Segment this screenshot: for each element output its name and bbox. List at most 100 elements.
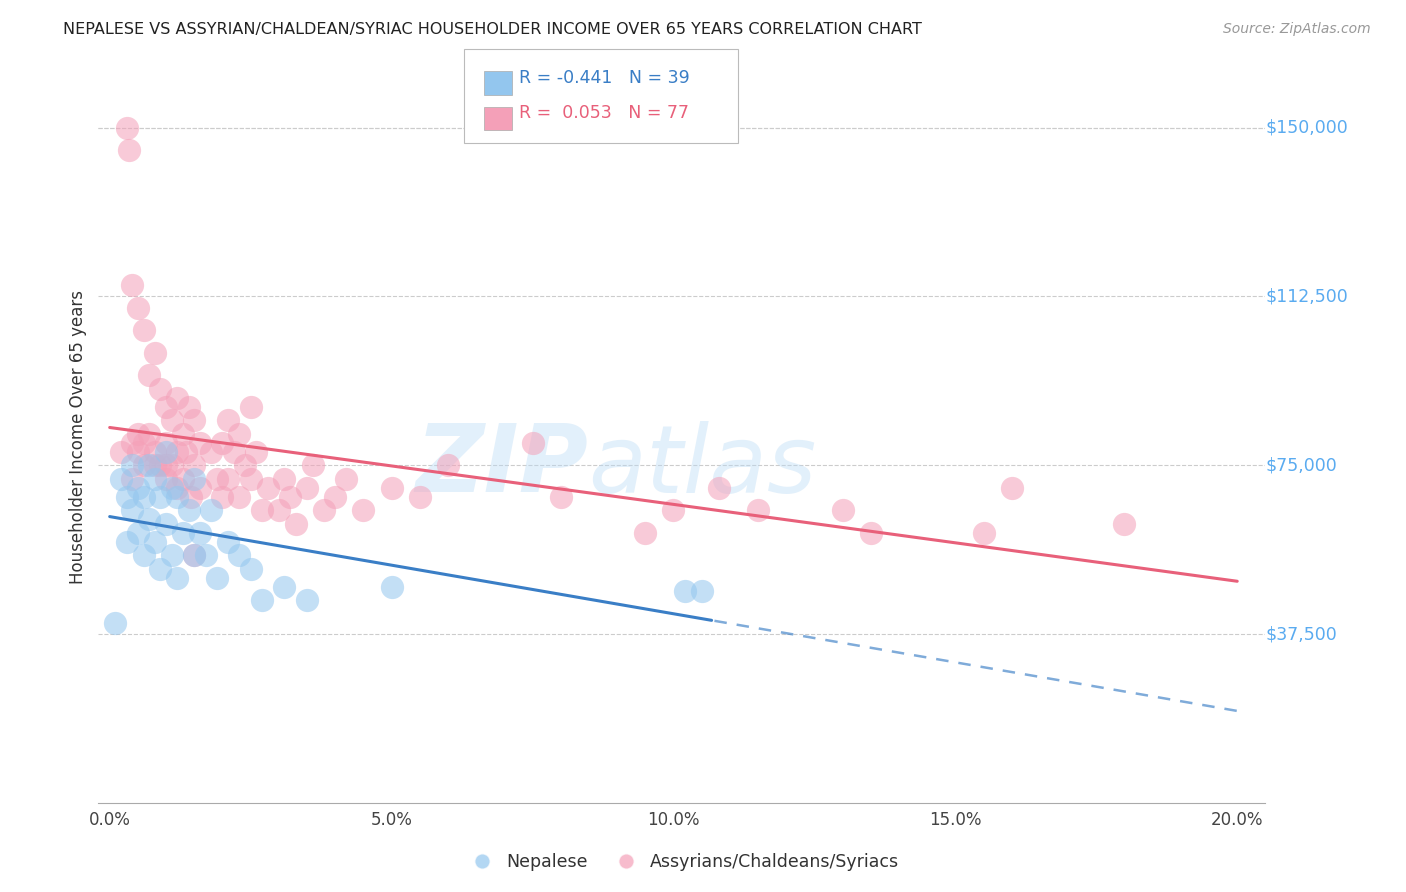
Point [267,503,290,517]
Point [118,143,141,157]
Point [250,593,273,607]
Point [301,458,323,473]
Point [127,301,149,315]
Point [295,481,318,495]
Point [172,525,194,540]
Point [973,525,995,540]
Point [115,490,138,504]
Point [172,472,194,486]
Point [127,481,149,495]
Text: R =  0.053   N = 77: R = 0.053 N = 77 [519,104,689,122]
Point [127,444,149,458]
Text: $112,500: $112,500 [1265,287,1348,305]
Point [143,458,166,473]
Point [437,458,460,473]
Point [217,534,239,549]
Point [188,481,211,495]
Point [138,512,160,526]
Point [132,458,155,473]
Point [233,458,256,473]
Y-axis label: Householder Income Over 65 years: Householder Income Over 65 years [69,290,87,584]
Point [239,400,262,414]
Point [166,444,188,458]
Point [662,503,685,517]
Point [143,472,166,486]
Point [284,516,307,531]
Point [177,503,200,517]
Point [831,503,853,517]
Point [155,458,177,473]
Point [149,458,172,473]
Point [121,472,143,486]
Point [205,571,228,585]
Point [155,516,177,531]
Point [149,490,172,504]
Point [104,615,127,630]
Text: $150,000: $150,000 [1265,119,1348,136]
Point [160,548,183,562]
Point [160,481,183,495]
Point [149,562,172,576]
Point [160,458,183,473]
Point [228,548,250,562]
Point [115,534,138,549]
Point [1001,481,1024,495]
Point [160,413,183,427]
Point [143,345,166,359]
Point [183,472,205,486]
Point [217,472,239,486]
Point [222,444,245,458]
Point [127,525,149,540]
Text: NEPALESE VS ASSYRIAN/CHALDEAN/SYRIAC HOUSEHOLDER INCOME OVER 65 YEARS CORRELATIO: NEPALESE VS ASSYRIAN/CHALDEAN/SYRIAC HOU… [63,22,922,37]
Point [381,580,404,594]
Point [200,444,222,458]
Point [188,435,211,450]
Point [183,548,205,562]
Point [121,503,143,517]
Point [183,458,205,473]
Point [155,444,177,458]
Point [747,503,769,517]
Point [149,382,172,396]
Point [174,444,197,458]
Point [121,435,143,450]
Point [138,426,160,441]
Point [155,400,177,414]
Point [155,435,177,450]
Point [550,490,572,504]
Point [278,490,301,504]
Point [239,472,262,486]
Point [200,503,222,517]
Point [127,426,149,441]
Point [239,562,262,576]
Point [121,278,143,293]
Text: $75,000: $75,000 [1265,456,1337,475]
Point [1114,516,1136,531]
Legend: Nepalese, Assyrians/Chaldeans/Syriacs: Nepalese, Assyrians/Chaldeans/Syriacs [457,847,907,879]
Point [323,490,346,504]
Point [205,472,228,486]
Point [115,120,138,135]
Point [295,593,318,607]
Point [132,435,155,450]
Point [132,548,155,562]
Point [166,481,188,495]
Point [143,534,166,549]
Text: atlas: atlas [589,421,817,512]
Point [172,426,194,441]
Text: ZIP: ZIP [416,420,589,512]
Point [143,444,166,458]
Point [121,458,143,473]
Point [194,548,217,562]
Point [211,435,233,450]
Point [110,444,132,458]
Point [312,503,335,517]
Point [177,400,200,414]
Point [690,584,713,599]
Point [228,490,250,504]
Text: R = -0.441   N = 39: R = -0.441 N = 39 [519,69,689,87]
Point [132,490,155,504]
Point [155,472,177,486]
Point [335,472,357,486]
Point [522,435,544,450]
